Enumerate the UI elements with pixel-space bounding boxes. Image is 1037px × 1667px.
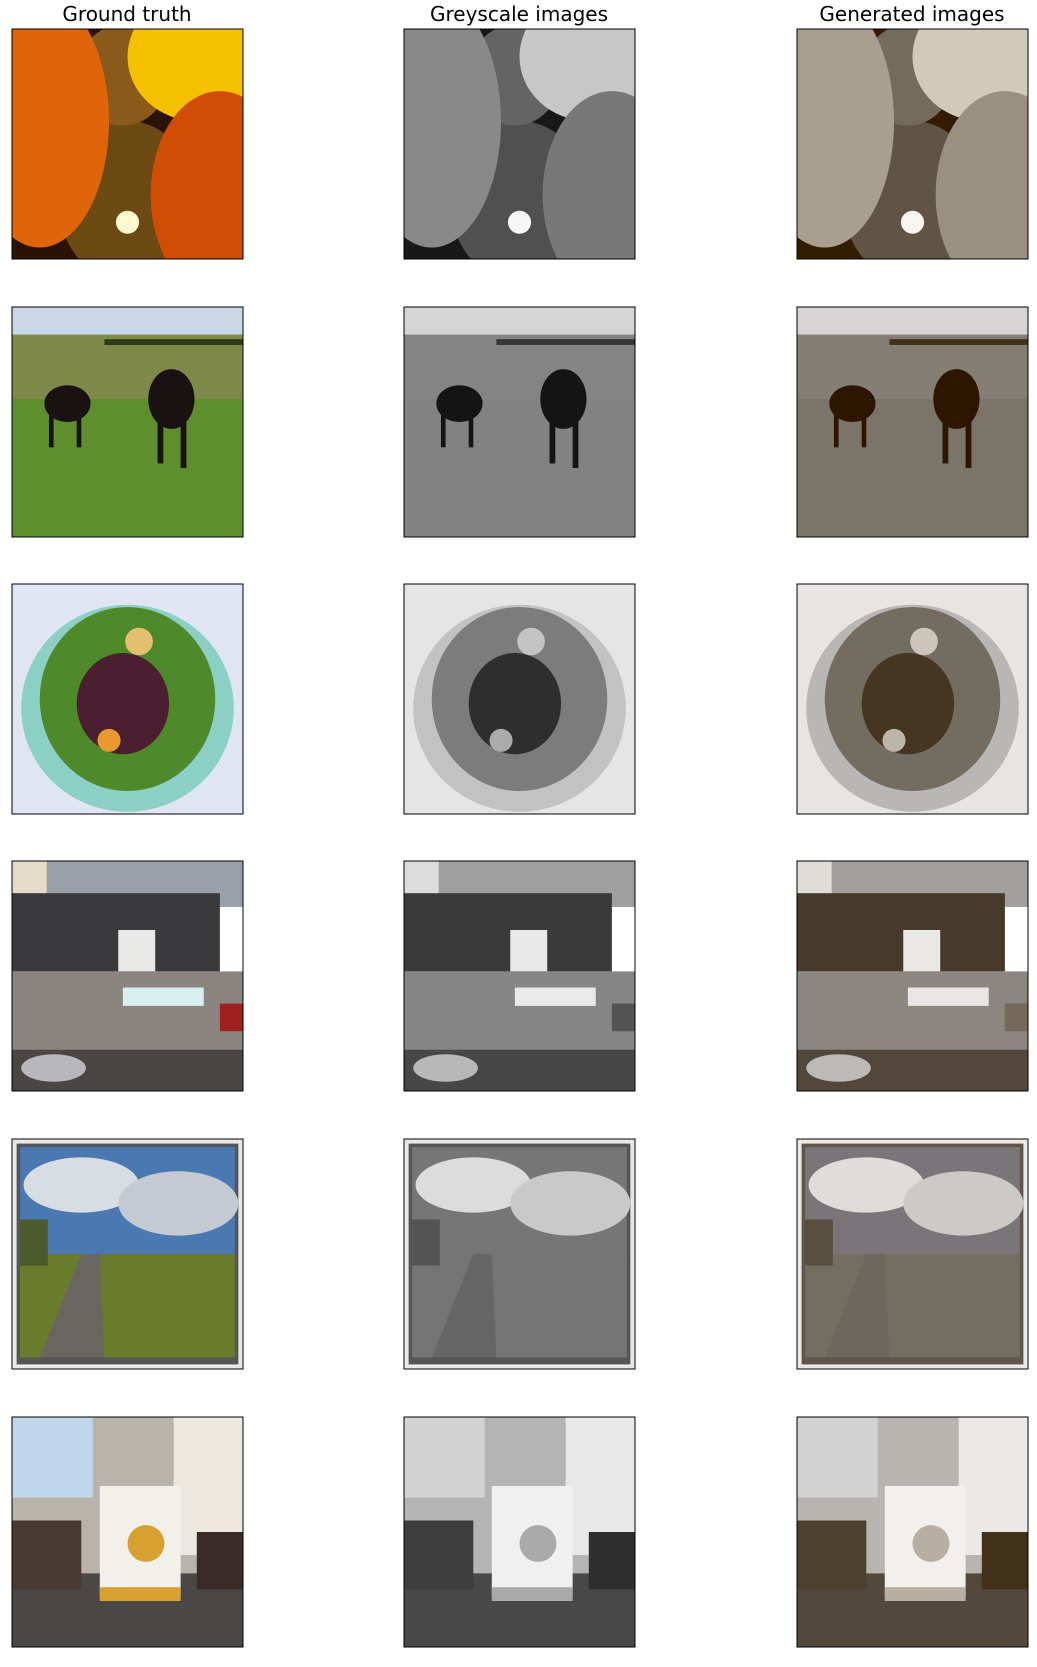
image-generated xyxy=(797,584,1028,814)
column-title: Generated images xyxy=(819,2,1004,26)
image-generated xyxy=(797,861,1028,1091)
image-ground-truth xyxy=(12,307,243,537)
image-generated xyxy=(797,29,1028,259)
image-frame xyxy=(796,583,1029,815)
image-frame xyxy=(11,860,244,1092)
image-greyscale xyxy=(404,29,635,259)
image-frame xyxy=(796,1416,1029,1648)
column-title: Greyscale images xyxy=(430,2,608,26)
image-frame xyxy=(11,583,244,815)
image-frame xyxy=(796,860,1029,1092)
image-generated xyxy=(797,1417,1028,1647)
image-frame xyxy=(403,1138,636,1370)
image-row xyxy=(11,583,1029,815)
image-greyscale xyxy=(404,861,635,1091)
image-frame xyxy=(796,1138,1029,1370)
image-frame xyxy=(11,28,244,260)
image-greyscale xyxy=(404,1139,635,1369)
image-frame xyxy=(403,583,636,815)
column-title: Ground truth xyxy=(62,2,191,26)
image-frame xyxy=(403,306,636,538)
image-generated xyxy=(797,307,1028,537)
image-frame xyxy=(796,28,1029,260)
image-frame xyxy=(403,28,636,260)
image-ground-truth xyxy=(12,584,243,814)
image-ground-truth xyxy=(12,29,243,259)
image-row xyxy=(11,28,1029,260)
image-frame xyxy=(11,306,244,538)
image-generated xyxy=(797,1139,1028,1369)
image-ground-truth xyxy=(12,1417,243,1647)
image-row xyxy=(11,1416,1029,1648)
image-greyscale xyxy=(404,307,635,537)
image-ground-truth xyxy=(12,861,243,1091)
image-frame xyxy=(796,306,1029,538)
image-frame xyxy=(11,1138,244,1370)
image-frame xyxy=(403,860,636,1092)
image-row xyxy=(11,306,1029,538)
image-row xyxy=(11,1138,1029,1370)
image-frame xyxy=(403,1416,636,1648)
image-frame xyxy=(11,1416,244,1648)
image-greyscale xyxy=(404,584,635,814)
image-row xyxy=(11,860,1029,1092)
image-ground-truth xyxy=(12,1139,243,1369)
image-greyscale xyxy=(404,1417,635,1647)
